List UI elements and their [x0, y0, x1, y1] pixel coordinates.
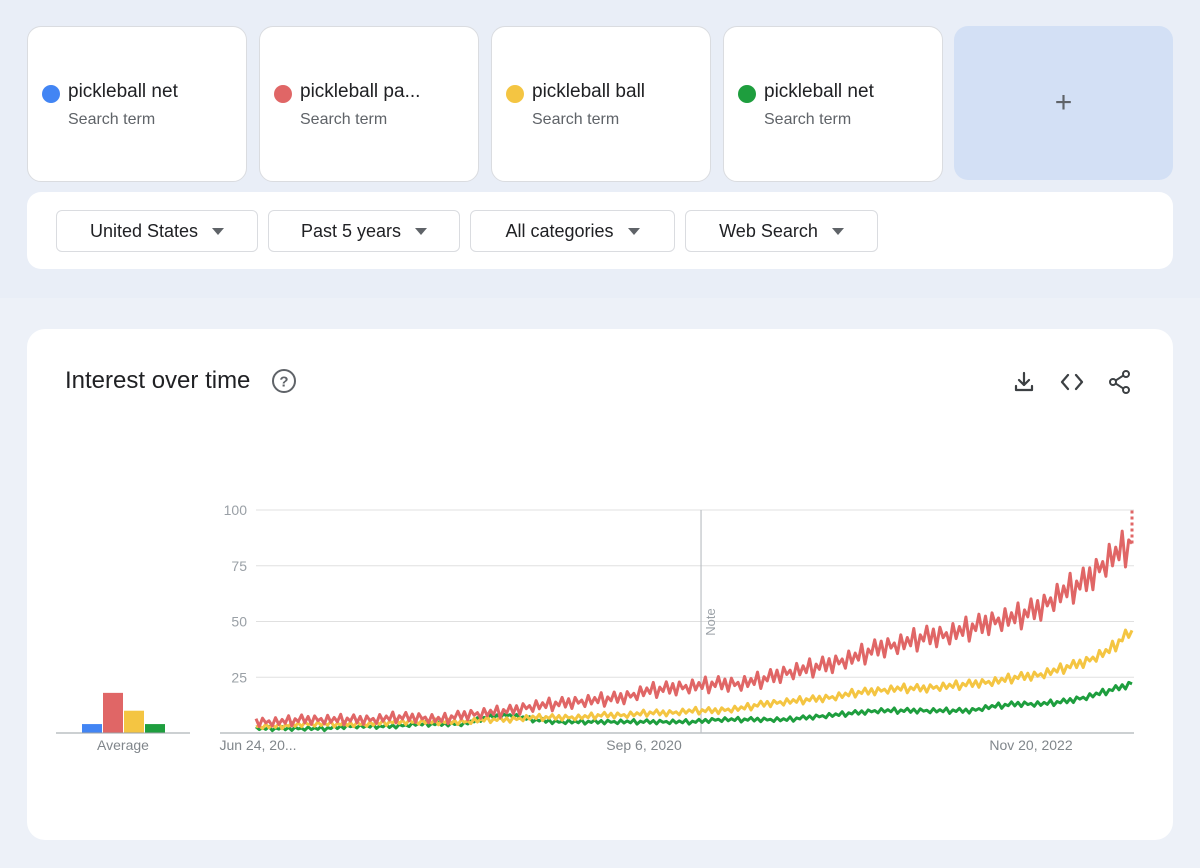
- interest-over-time-panel: Interest over time ?: [27, 329, 1173, 840]
- search-term-label: pickleball net: [764, 81, 874, 102]
- search-type-dropdown-label: Web Search: [719, 220, 818, 241]
- region-dropdown-label: United States: [89, 220, 199, 241]
- share-icon[interactable]: [1107, 369, 1133, 395]
- caret-down-icon: [415, 227, 428, 235]
- add-comparison-button[interactable]: +: [954, 26, 1173, 180]
- average-bar: [124, 710, 144, 733]
- search-term-label: pickleball ball: [532, 81, 646, 102]
- svg-text:?: ?: [279, 374, 288, 391]
- term-color-dot-yellow: [506, 85, 524, 103]
- embed-code-icon[interactable]: [1059, 369, 1085, 395]
- time-range-dropdown[interactable]: Past 5 years: [268, 210, 460, 252]
- y-tick-label: 50: [231, 614, 247, 630]
- search-term-card-4[interactable]: pickleball net Search term: [723, 26, 943, 182]
- help-icon[interactable]: ?: [271, 368, 297, 394]
- caret-down-icon: [627, 227, 640, 235]
- y-tick-label: 25: [231, 669, 247, 685]
- series-line: [255, 680, 1133, 733]
- time-range-dropdown-label: Past 5 years: [300, 220, 402, 241]
- category-dropdown-label: All categories: [505, 220, 614, 241]
- x-tick-label: Nov 20, 2022: [989, 737, 1072, 753]
- search-term-type: Search term: [68, 111, 156, 128]
- term-color-dot-blue: [42, 85, 60, 103]
- plus-icon: +: [1054, 86, 1073, 119]
- y-tick-label: 100: [224, 502, 248, 518]
- search-term-type: Search term: [300, 111, 388, 128]
- caret-down-icon: [831, 227, 844, 235]
- x-tick-label: Sep 6, 2020: [606, 737, 682, 753]
- term-color-dot-green: [738, 85, 756, 103]
- series-line: [254, 529, 1134, 728]
- filter-bar: United States Past 5 years All categorie…: [27, 192, 1173, 269]
- y-tick-label: 75: [231, 558, 247, 574]
- average-bar: [145, 724, 165, 733]
- search-term-type: Search term: [532, 111, 620, 128]
- category-dropdown[interactable]: All categories: [470, 210, 675, 252]
- search-term-label: pickleball pa...: [300, 81, 421, 102]
- series-line: [255, 628, 1134, 731]
- search-term-type: Search term: [764, 111, 852, 128]
- search-type-dropdown[interactable]: Web Search: [685, 210, 878, 252]
- term-color-dot-red: [274, 85, 292, 103]
- panel-title: Interest over time: [65, 367, 251, 394]
- average-bar: [103, 692, 123, 733]
- average-label: Average: [97, 737, 149, 753]
- download-icon[interactable]: [1011, 369, 1037, 395]
- search-term-card-1[interactable]: pickleball net Search term: [27, 26, 247, 182]
- search-term-card-2[interactable]: pickleball pa... Search term: [259, 26, 479, 182]
- search-term-label: pickleball net: [68, 81, 178, 102]
- note-label: Note: [703, 608, 718, 635]
- caret-down-icon: [212, 227, 225, 235]
- region-dropdown[interactable]: United States: [56, 210, 258, 252]
- average-bar: [82, 724, 102, 733]
- search-term-card-3[interactable]: pickleball ball Search term: [491, 26, 711, 182]
- x-tick-label: Jun 24, 20...: [219, 737, 296, 753]
